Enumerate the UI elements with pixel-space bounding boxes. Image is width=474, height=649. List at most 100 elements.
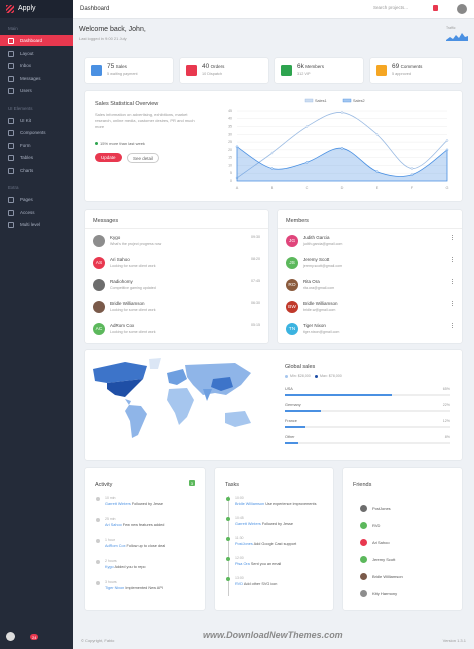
nav-item[interactable]: Access [0,207,73,218]
copyright: © Copyright, Fabio [81,638,115,643]
traffic-sparkline [446,33,468,41]
item-name: Pisa Ora [235,562,250,566]
point [445,148,449,152]
traffic-label: Traffic [446,26,456,30]
nav-label: Tables [20,155,34,160]
avatar [359,504,367,512]
avatar [359,555,367,563]
card-title: Global sales [285,364,316,370]
nav-item[interactable]: Layout [0,48,73,59]
nav-label: Inbox [20,63,32,68]
country-value: 22% [442,403,450,407]
nav-item[interactable]: UI Kit [0,115,73,126]
country-value: 65% [442,387,450,391]
nav-item[interactable]: Charts [0,165,73,176]
timeline-dot [226,537,230,541]
friend-name: Jeremy Scott [372,557,396,562]
area [236,146,448,182]
nav-icon [8,117,14,124]
nav-label: Users [20,88,32,93]
footer: © Copyright, Fabio Version 1.3.1 www.Downl… [73,630,474,649]
stat-heading: 40 Orders [202,63,224,70]
legend-min-dot [285,375,288,378]
timeline-dot [96,497,100,501]
item-time: 3 hours [105,580,117,584]
country-value: 8% [444,435,450,439]
item-name: RVD [235,582,243,586]
stat-card: 75 Sales 5 waiting payment [85,58,173,83]
item-desc: Added you to repo [114,565,146,569]
stat-card: 6k Members 312 VIP [275,58,363,83]
avatar [359,589,367,597]
stat-icon [186,65,197,76]
stat-heading: 75 Sales [107,63,127,70]
avatar [93,301,105,313]
update-button[interactable]: Update [95,153,122,162]
card-title: Messages [93,218,119,224]
nav-item[interactable]: Messages [0,73,73,84]
item-desc: Use experience improvements [265,502,317,506]
nav-icon [8,75,14,82]
nav-item[interactable]: Inbox [0,60,73,71]
section-title: Extra [8,185,19,190]
stat-icon [376,65,387,76]
messages-card: Messages Kygo What's the project progress … [85,210,268,343]
search-box[interactable]: Search projects... [373,5,409,10]
item-text: PostJones Add Google Cast support [235,542,327,547]
item-time: 11:30 [235,536,244,540]
item-text: Tiger Nixon Implemented New API [105,586,199,591]
point [445,139,449,142]
activity-card: Activity 10 min Garrett Winters Followed b… [85,468,205,610]
nav-label: Layout [20,50,34,56]
item-time: 09:30 [251,235,260,239]
item-text: Garrett Winters Followed by Jesse [105,502,199,507]
item-detail: tiger.nixon@gmail.com [303,330,340,334]
welcome-subtitle: Last logged in 9:00 21 July [79,36,127,41]
nav-item[interactable]: Users [0,85,73,96]
item-text: RVD Add other SVG icon [235,582,327,587]
avatar-initials: JS [289,260,295,266]
item-detail: jeremy.scott@gmail.com [303,264,343,268]
item-name: Garrett Winters [235,522,261,526]
point [410,173,414,177]
nav-item[interactable]: Tables [0,152,73,163]
item-menu [452,301,454,306]
bar [285,442,299,444]
divider [85,228,268,229]
bar [285,394,393,396]
y-tick-label: 0 [230,179,232,183]
y-tick-label: 30 [228,132,232,136]
stat-label: Members [305,64,325,69]
avatar-initials: JG [288,238,296,244]
stat-note: 5 waiting payment [107,72,138,76]
detail-button[interactable]: See detail [127,153,160,163]
bar-track [285,442,450,444]
item-desc: Implemented New API [125,586,163,590]
nav-icon [8,63,14,69]
nav-item[interactable]: Components [0,127,73,138]
friend-name: Ari Sahoo [372,540,390,545]
card-title: Sales Statistical Overview [95,101,159,107]
bar [285,410,322,412]
nav-item[interactable]: Pages [0,194,73,205]
y-tick-label: 15 [228,156,232,160]
item-name: PostJones [235,542,253,546]
item-desc: Few new features added [122,523,165,527]
nav-item[interactable]: Dashboard [0,35,73,46]
item-text: Kygo Added you to repo [105,565,199,570]
card-title: Members [286,218,309,224]
nav-item[interactable]: Form [0,140,73,151]
timeline-dot [226,557,230,561]
tasks-card: Tasks 10:00 Bridle Williamson Use experien… [215,468,333,610]
nav-icon [8,209,14,216]
item-time: 10:00 [235,496,244,500]
stat-icon [91,65,102,76]
nav-item[interactable]: Multi level [0,219,73,230]
avatar: JG [286,235,298,247]
avatar-initials: RO [288,282,296,288]
world-map [93,358,251,438]
stat-note: 10 Dispatch [202,72,223,76]
item-detail: rita.ora@gmail.com [303,286,335,290]
avatar-initials: AS [95,260,103,266]
legend-max: Max: $78,000 [320,374,342,378]
